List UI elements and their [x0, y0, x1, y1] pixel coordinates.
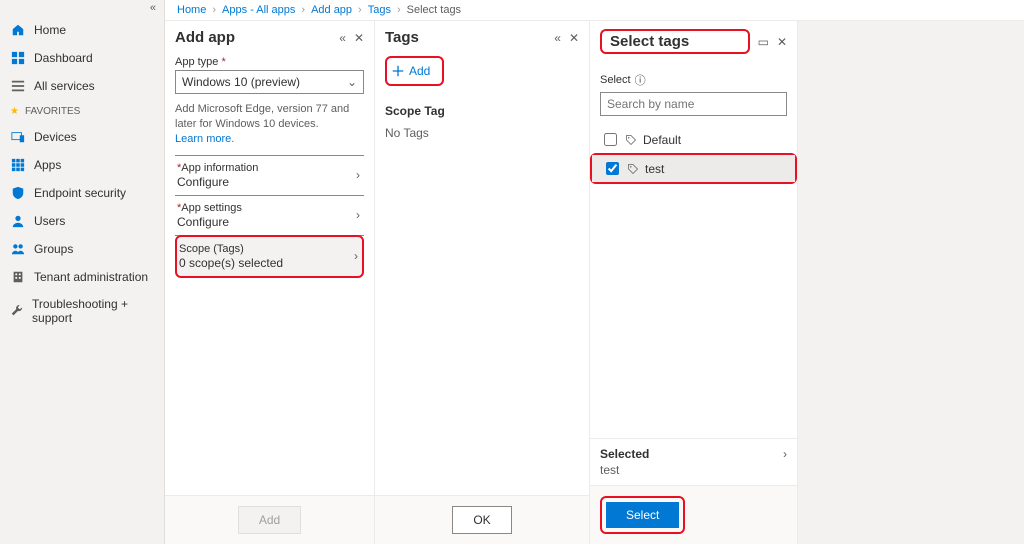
checkbox-test[interactable] [606, 162, 619, 175]
breadcrumb-home[interactable]: Home [177, 4, 206, 16]
apps-icon [10, 157, 26, 173]
section-subtitle: Configure [177, 175, 258, 189]
tag-option-default[interactable]: Default [600, 126, 787, 153]
checkbox-default[interactable] [604, 133, 617, 146]
collapse-icon[interactable]: « [339, 31, 346, 45]
tenant-icon [10, 269, 26, 285]
app-type-value: Windows 10 (preview) [182, 75, 300, 89]
close-icon[interactable]: ✕ [569, 31, 579, 45]
groups-icon [10, 241, 26, 257]
add-tag-label: Add [409, 64, 430, 78]
close-icon[interactable]: ✕ [777, 35, 787, 49]
learn-more-link[interactable]: Learn more. [175, 133, 364, 145]
search-input[interactable] [600, 92, 787, 116]
sidebar-item-endpoint-security[interactable]: Endpoint security [0, 179, 164, 207]
section-subtitle: 0 scope(s) selected [179, 256, 283, 270]
sidebar-collapse[interactable]: « [0, 0, 164, 16]
shield-icon [10, 185, 26, 201]
sidebar-item-home[interactable]: Home [0, 16, 164, 44]
section-scope-tags[interactable]: Scope (Tags) 0 scope(s) selected › [175, 235, 364, 278]
sidebar-label: Apps [34, 158, 61, 172]
sidebar-label: Users [34, 214, 65, 228]
breadcrumb-current: Select tags [407, 4, 461, 16]
select-button[interactable]: Select [606, 502, 679, 528]
close-icon[interactable]: ✕ [354, 31, 364, 45]
add-app-title: Add app [175, 29, 331, 46]
chevron-right-icon: › [783, 447, 787, 461]
section-title: App information [181, 162, 258, 174]
section-subtitle: Configure [177, 215, 242, 229]
tag-option-label: test [645, 162, 664, 176]
tag-option-test[interactable]: test [592, 155, 795, 182]
tag-option-label: Default [643, 133, 681, 147]
dashboard-icon [10, 50, 26, 66]
selected-value: test [600, 463, 649, 477]
no-tags-text: No Tags [385, 126, 579, 140]
selected-label: Selected [600, 447, 649, 461]
select-tags-title: Select tags [600, 29, 750, 54]
sidebar-item-users[interactable]: Users [0, 207, 164, 235]
info-icon[interactable]: ⓘ [635, 72, 646, 88]
breadcrumb-apps[interactable]: Apps - All apps [222, 4, 295, 16]
maximize-icon[interactable]: ▭ [758, 35, 769, 49]
empty-area [798, 21, 1024, 544]
breadcrumb-tags[interactable]: Tags [368, 4, 391, 16]
app-type-description: Add Microsoft Edge, version 77 and later… [175, 102, 364, 133]
services-icon [10, 78, 26, 94]
section-app-information[interactable]: *App information Configure › [175, 155, 364, 196]
app-type-label: App type [175, 56, 364, 68]
chevron-right-icon: › [356, 208, 360, 222]
plus-icon [391, 64, 405, 78]
favorites-label: FAVORITES [25, 106, 80, 117]
ok-button[interactable]: OK [452, 506, 511, 534]
section-app-settings[interactable]: *App settings Configure › [175, 195, 364, 236]
chevron-right-icon: › [354, 249, 358, 263]
sidebar-item-apps[interactable]: Apps [0, 151, 164, 179]
sidebar-item-troubleshooting[interactable]: Troubleshooting + support [0, 291, 164, 331]
sidebar-label: Dashboard [34, 51, 93, 65]
favorites-header: ★ FAVORITES [0, 100, 164, 123]
support-icon [10, 303, 24, 319]
sidebar-label: Tenant administration [34, 270, 148, 284]
selected-summary[interactable]: Selected test › [590, 438, 797, 485]
sidebar-label: Endpoint security [34, 186, 126, 200]
sidebar-item-all-services[interactable]: All services [0, 72, 164, 100]
sidebar-label: Home [34, 23, 66, 37]
users-icon [10, 213, 26, 229]
sidebar-item-devices[interactable]: Devices [0, 123, 164, 151]
select-label: Select ⓘ [600, 72, 787, 88]
sidebar-item-groups[interactable]: Groups [0, 235, 164, 263]
star-icon: ★ [10, 106, 19, 117]
panel-tags: Tags « ✕ Add Scope Tag No Tags OK [375, 21, 590, 544]
tags-title: Tags [385, 29, 546, 46]
breadcrumbs: Home› Apps - All apps› Add app› Tags› Se… [165, 0, 1024, 21]
add-button[interactable]: Add [238, 506, 301, 534]
add-tag-link[interactable]: Add [391, 62, 430, 80]
sidebar-label: All services [34, 79, 95, 93]
panel-add-app: Add app « ✕ App type Windows 10 (preview… [165, 21, 375, 544]
home-icon [10, 22, 26, 38]
sidebar-label: Troubleshooting + support [32, 297, 154, 325]
chevron-down-icon: ⌄ [347, 75, 357, 89]
breadcrumb-add-app[interactable]: Add app [311, 4, 352, 16]
chevron-right-icon: › [356, 168, 360, 182]
section-title: Scope (Tags) [179, 243, 283, 255]
devices-icon [10, 129, 26, 145]
panel-select-tags: Select tags ▭ ✕ Select ⓘ Default [590, 21, 798, 544]
sidebar-label: Devices [34, 130, 77, 144]
sidebar-item-tenant-admin[interactable]: Tenant administration [0, 263, 164, 291]
app-type-dropdown[interactable]: Windows 10 (preview) ⌄ [175, 70, 364, 94]
collapse-icon[interactable]: « [554, 31, 561, 45]
sidebar-item-dashboard[interactable]: Dashboard [0, 44, 164, 72]
sidebar-label: Groups [34, 242, 73, 256]
sidebar: « Home Dashboard All services ★ FAVORITE… [0, 0, 165, 544]
tag-icon [627, 163, 639, 175]
section-title: App settings [181, 202, 242, 214]
tag-icon [625, 134, 637, 146]
scope-tag-header: Scope Tag [385, 104, 579, 118]
